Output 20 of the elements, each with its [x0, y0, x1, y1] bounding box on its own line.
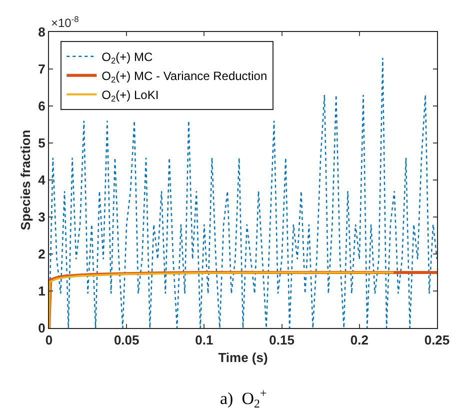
y-axis-title: Species fraction	[18, 130, 34, 230]
y-tick-label: 1	[38, 284, 46, 299]
x-axis-title: Time (s)	[218, 350, 268, 366]
x-tick-label: 0.15	[269, 332, 294, 348]
y-tick-label: 2	[38, 246, 46, 262]
y-tick-label: 4	[38, 172, 46, 188]
x-tick-label: 0.1	[195, 332, 214, 348]
legend-label: O$_{2}$(+) MC	[102, 50, 153, 66]
x-tick-label: 0.25	[424, 332, 450, 348]
legend-label: O$_{2}$(+) LoKI	[102, 88, 159, 104]
y-tick-label: 3	[38, 210, 46, 225]
y-tick-label: 0	[38, 320, 46, 336]
y-tick-label: 5	[38, 136, 46, 151]
y-tick-label: 6	[38, 98, 46, 114]
x-tick-label: 0.05	[114, 332, 140, 348]
y-tick-label: 7	[38, 62, 46, 77]
legend-label: O$_{2}$(+) MC - Variance Reduction	[102, 69, 268, 85]
x-tick-label: 0.2	[350, 332, 368, 348]
text: ×10$^{-8}$	[51, 14, 80, 30]
y-tick-label: 8	[38, 24, 46, 40]
